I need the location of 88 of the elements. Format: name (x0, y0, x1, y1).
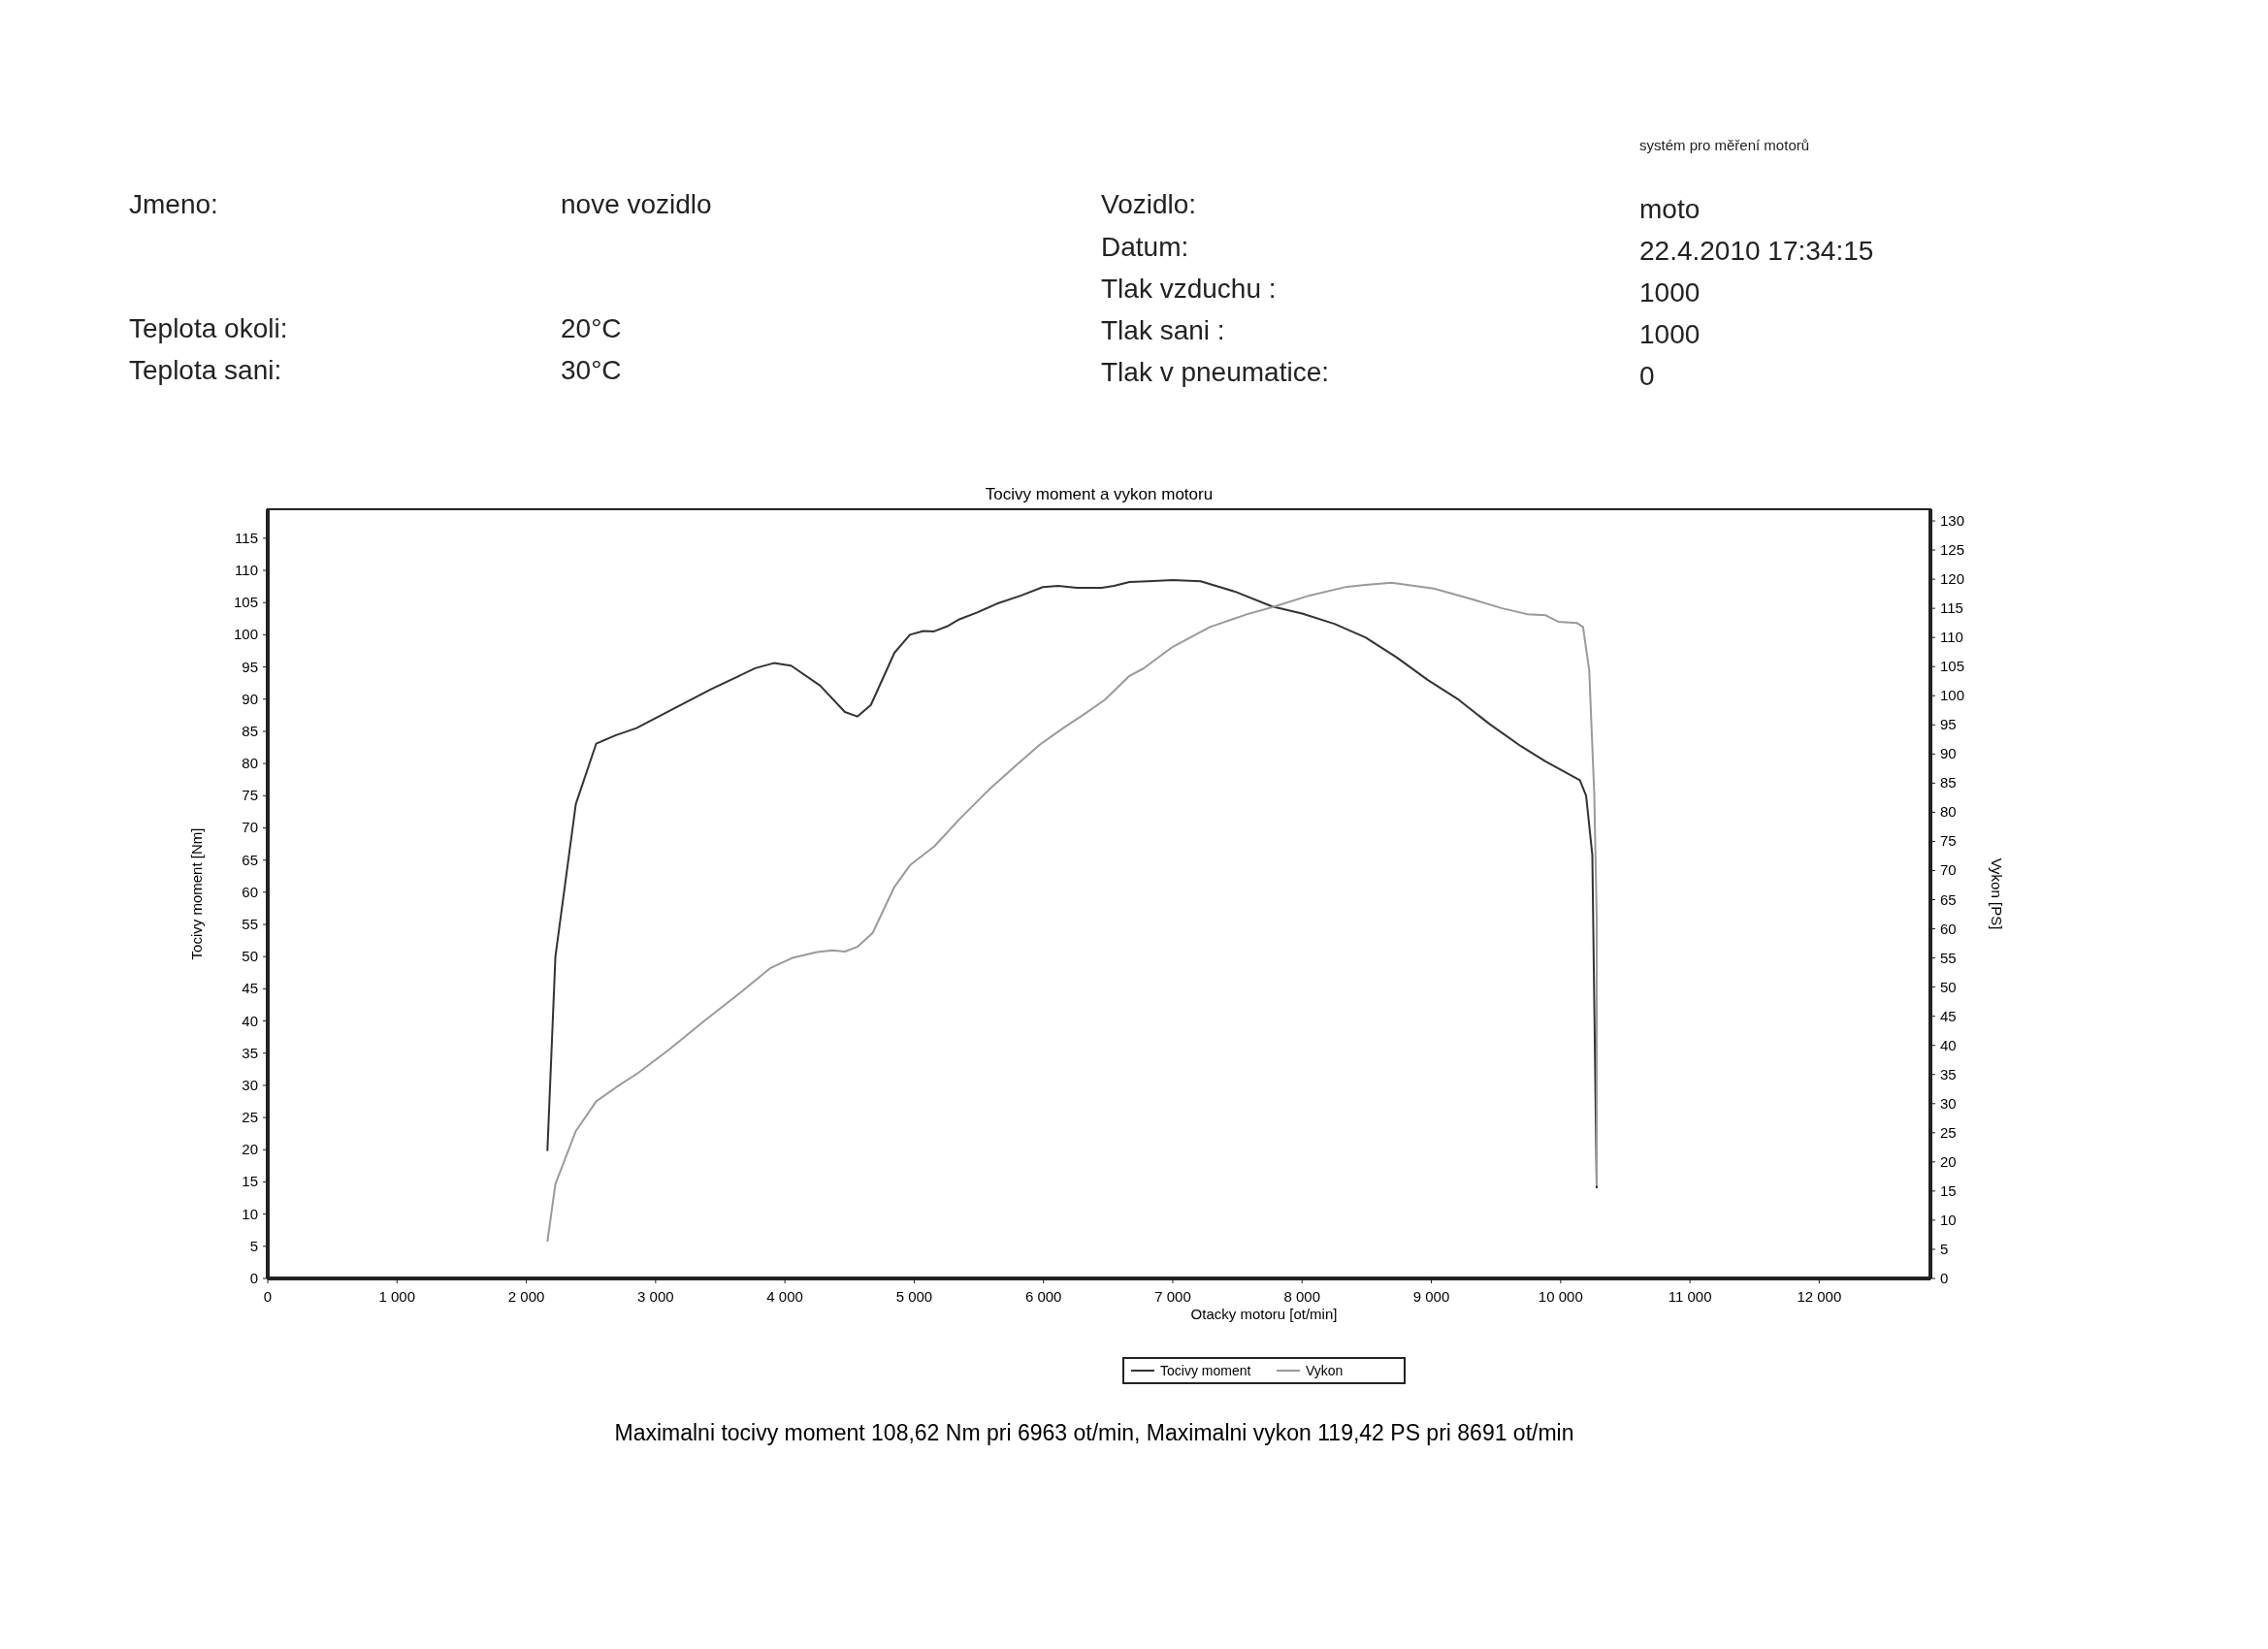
y2-tick-label: 130 (1940, 512, 1965, 530)
text: Tlak v pneumatice: (1101, 357, 1329, 387)
y-axis-title: Tocivy moment [Nm] (188, 827, 205, 960)
y2-tick-label: 40 (1940, 1036, 1957, 1053)
y-tick-label: 60 (242, 883, 258, 900)
y2-tick-label: 105 (1940, 658, 1965, 675)
y-tick-label: 90 (242, 690, 258, 707)
text: Teplota sani: (129, 355, 282, 385)
y2-tick-label: 120 (1940, 570, 1965, 588)
y2-tick-label: 75 (1940, 832, 1957, 850)
y2-tick-label: 85 (1940, 774, 1957, 792)
y2-tick-label: 95 (1940, 716, 1957, 733)
x-tick-label: 0 (263, 1288, 273, 1305)
text: 1000 (1639, 277, 1701, 307)
y-tick-label: 20 (242, 1141, 258, 1158)
y2-tick-label: 45 (1940, 1007, 1957, 1024)
y-tick-label: 100 (233, 626, 258, 643)
x-tick-label: 8 000 (1283, 1288, 1321, 1305)
y-tick-label: 5 (249, 1237, 258, 1254)
y-tick-label: 105 (233, 594, 258, 611)
y-tick-label: 115 (235, 529, 258, 546)
y-tick-label: 45 (242, 980, 258, 997)
y2-tick-label: 35 (1940, 1065, 1957, 1083)
y2-tick-label: 55 (1940, 949, 1957, 966)
y-tick-label: 35 (242, 1044, 258, 1061)
y2-tick-label: 0 (1940, 1270, 1949, 1286)
text: systém pro měření motorů (1639, 137, 1810, 153)
x-tick-label: 2 000 (507, 1288, 545, 1305)
y-tick-label: 110 (235, 562, 258, 579)
text: Tlak vzduchu : (1101, 274, 1277, 304)
text: 20°C (561, 313, 622, 343)
y-tick-label: 80 (242, 755, 258, 772)
y2-tick-label: 70 (1940, 861, 1957, 879)
x-tick-label: 11 000 (1668, 1288, 1712, 1305)
y2-tick-label: 110 (1940, 629, 1963, 646)
y2-axis-title: Vykon [PS] (1989, 857, 2005, 930)
y2-tick-label: 115 (1940, 599, 1963, 617)
chart-title: Tocivy moment a vykon motoru (985, 485, 1214, 503)
y-tick-label: 25 (242, 1109, 258, 1126)
y2-tick-label: 90 (1940, 745, 1957, 762)
y2-tick-label: 100 (1940, 687, 1965, 704)
y-tick-label: 10 (242, 1205, 258, 1222)
text: 30°C (561, 355, 622, 385)
text: Vozidlo: (1101, 189, 1197, 219)
text: 1000 (1639, 319, 1701, 349)
text: Datum: (1101, 232, 1189, 262)
y2-tick-label: 60 (1940, 920, 1957, 937)
text: moto (1639, 194, 1701, 224)
y2-tick-label: 80 (1940, 803, 1957, 821)
y-tick-label: 70 (242, 819, 258, 836)
legend-label: Tocivy moment (1160, 1363, 1251, 1378)
x-axis-title: Otacky motoru [ot/min] (1190, 1306, 1338, 1322)
x-tick-label: 9 000 (1412, 1288, 1450, 1305)
y-tick-label: 15 (242, 1173, 258, 1190)
x-tick-label: 5 000 (895, 1288, 933, 1305)
text: 22.4.2010 17:34:15 (1639, 236, 1874, 266)
y2-tick-label: 15 (1940, 1181, 1957, 1199)
text: Jmeno: (129, 189, 218, 219)
x-tick-label: 3 000 (637, 1288, 674, 1305)
y2-tick-label: 50 (1940, 978, 1957, 995)
x-tick-label: 1 000 (378, 1288, 416, 1305)
y-tick-label: 0 (249, 1270, 258, 1286)
x-tick-label: 12 000 (1797, 1288, 1842, 1305)
x-tick-label: 10 000 (1538, 1288, 1583, 1305)
y2-tick-label: 10 (1940, 1211, 1957, 1228)
y2-tick-label: 20 (1940, 1152, 1957, 1170)
y-tick-label: 30 (242, 1076, 258, 1093)
text: Tlak sani : (1101, 315, 1225, 345)
text: nove vozidlo (561, 189, 712, 219)
y2-tick-label: 30 (1940, 1094, 1957, 1112)
text: Maximalni tocivy moment 108,62 Nm pri 6963 ot/min, Maximalni vykon 119,42 PS pri 8691 ot/min (614, 1420, 1574, 1445)
y-tick-label: 85 (242, 722, 258, 739)
y-tick-label: 40 (242, 1012, 258, 1029)
y-tick-label: 75 (242, 787, 258, 804)
y2-tick-label: 65 (1940, 890, 1957, 908)
y-tick-label: 50 (242, 948, 258, 965)
legend-label: Vykon (1306, 1363, 1344, 1378)
y2-tick-label: 25 (1940, 1123, 1957, 1141)
x-tick-label: 7 000 (1154, 1288, 1191, 1305)
y2-tick-label: 125 (1940, 541, 1965, 559)
y-tick-label: 55 (242, 916, 258, 933)
y-tick-label: 95 (242, 658, 258, 675)
x-tick-label: 4 000 (766, 1288, 803, 1305)
y-tick-label: 65 (242, 851, 258, 868)
y2-tick-label: 5 (1940, 1240, 1949, 1257)
x-tick-label: 6 000 (1024, 1288, 1062, 1305)
text: 0 (1639, 361, 1655, 391)
text: Teplota okoli: (129, 313, 288, 343)
